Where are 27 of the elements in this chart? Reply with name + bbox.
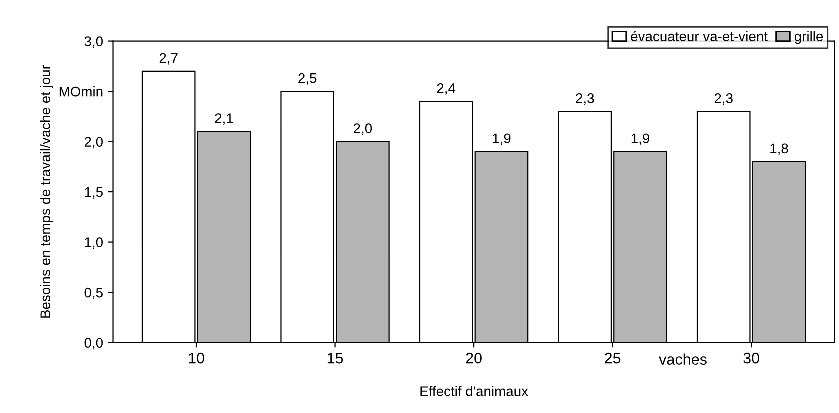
y-tick-label: 3,0 <box>84 36 103 48</box>
data-label: 2,7 <box>160 53 178 65</box>
data-label: 2,3 <box>576 94 594 105</box>
x-tick-label: 10 <box>189 352 204 364</box>
data-label: 2,5 <box>298 73 317 85</box>
x-tick-label: 25 <box>605 352 621 364</box>
y-tick-label: 0,0 <box>84 338 103 350</box>
y-tick-label: 1,0 <box>85 238 103 250</box>
text: vaches <box>659 354 707 365</box>
data-label: 1,9 <box>493 134 511 146</box>
x-tick-label: 30 <box>744 352 760 364</box>
x-tick-label: 20 <box>466 352 482 364</box>
data-label: 2,1 <box>215 114 234 126</box>
data-label: 2,0 <box>354 124 372 136</box>
x-tick-label: 15 <box>328 353 344 364</box>
legend-label: évacuateur va-et-vient <box>631 31 768 42</box>
legend-label: grille <box>794 31 824 44</box>
y-tick-label: 0,5 <box>84 288 103 300</box>
data-label: 2,4 <box>437 83 456 95</box>
y-tick-label: 1,5 <box>85 188 103 199</box>
x-axis-title: Effectif d'animaux <box>420 386 528 396</box>
data-label: 1,8 <box>770 144 788 156</box>
data-label: 2,3 <box>714 94 733 105</box>
y-tick-label: 2,0 <box>84 137 103 149</box>
data-label: 1,9 <box>632 134 650 146</box>
y-tick-label: MOmin <box>60 86 103 97</box>
y-axis-title: Besoins en temps de travail/vache et jour <box>40 65 54 318</box>
